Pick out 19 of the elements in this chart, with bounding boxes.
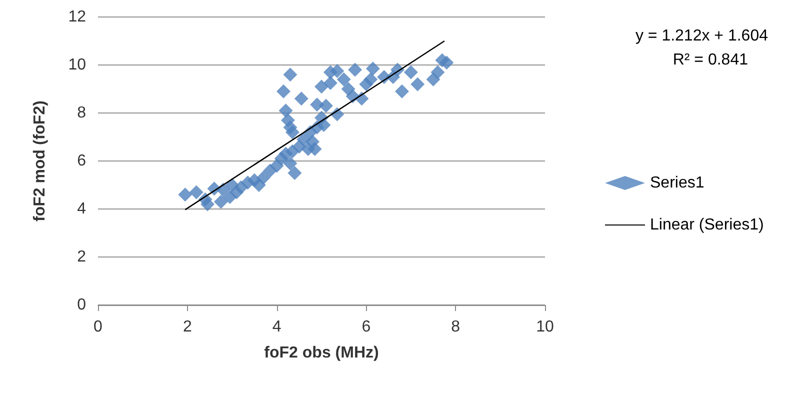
legend-label: Linear (Series1) [650,216,764,234]
x-tick-label: 2 [182,318,192,336]
y-tick-label: 10 [68,56,86,74]
x-tick-label: 8 [451,318,460,336]
legend-label: Series1 [650,174,704,192]
text: R² = 0.841 [672,52,748,68]
x-tick-label: 4 [272,318,282,336]
y-tick-label: 2 [77,248,86,266]
y-tick-label: 8 [77,104,86,122]
y-tick-label: 0 [77,296,86,314]
x-tick-label: 0 [94,318,103,336]
x-axis-title: foF2 obs (MHz) [264,344,379,362]
y-tick-label: 12 [68,8,86,26]
x-tick-label: 10 [536,318,554,336]
x-tick-label: 6 [362,318,371,336]
text: y = 1.212x + 1.604 [635,28,768,44]
y-tick-label: 4 [77,200,86,218]
y-axis-title: foF2 mod (foF2) [32,100,48,222]
y-tick-label: 6 [77,152,86,170]
